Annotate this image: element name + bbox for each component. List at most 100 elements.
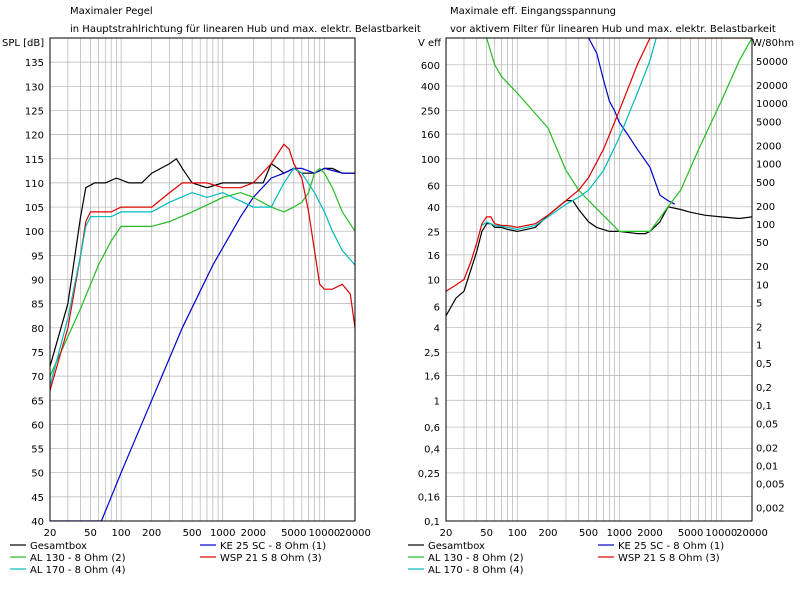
y-tick-label-right: 500	[756, 178, 775, 189]
legend-label: AL 130 - 8 Ohm (2)	[30, 553, 126, 564]
series-layer	[446, 38, 752, 317]
x-tick-label: 200	[142, 528, 161, 539]
y-tick-label: 80	[31, 324, 44, 335]
x-tick-label: 20	[44, 528, 57, 539]
y-tick-label: 120	[25, 131, 44, 142]
y-tick-label: 100	[421, 155, 440, 166]
y-tick-label: 125	[25, 106, 44, 117]
y-tick-label: 100	[25, 227, 44, 238]
legend-label: WSP 21 S 8 Ohm (3)	[220, 553, 322, 564]
legend-label: Gesamtbox	[428, 541, 485, 552]
legend-label: AL 170 - 8 Ohm (4)	[428, 565, 524, 576]
x-tick-label: 20000	[339, 528, 371, 539]
legend-label: WSP 21 S 8 Ohm (3)	[618, 553, 720, 564]
series-line	[50, 167, 355, 386]
y-tick-label: 16	[427, 251, 440, 262]
y-tick-label-right: 0,02	[756, 443, 778, 454]
y-tick-label-right: 0,002	[756, 504, 785, 515]
legend-label: AL 130 - 8 Ohm (2)	[428, 553, 524, 564]
y-tick-label-right: 0,5	[756, 359, 772, 370]
y-tick-label: 65	[31, 396, 44, 407]
x-tick-label: 20	[440, 528, 453, 539]
y-tick-label: 0,4	[424, 444, 440, 455]
y-tick-label: 2,5	[424, 348, 440, 359]
y-tick-label-right: 1	[756, 341, 762, 352]
plot-frame	[445, 37, 753, 522]
y-tick-label-right: 2	[756, 323, 762, 334]
y-tick-label-right: 0,01	[756, 461, 778, 472]
x-tick-label: 1000	[210, 528, 235, 539]
y-tick-label-right: 0,005	[756, 480, 785, 491]
y-tick-label: 105	[25, 203, 44, 214]
series-line	[50, 167, 355, 521]
legend-label: KE 25 SC - 8 Ohm (1)	[220, 541, 326, 552]
axes: 5000020000100005000200010005002001005020…	[418, 37, 788, 539]
y-tick-label-right: 50	[756, 238, 769, 249]
chart-title: Maximaler Pegel	[70, 6, 153, 17]
x-tick-label: 5000	[678, 528, 703, 539]
y-tick-label: 95	[31, 251, 44, 262]
x-tick-label: 20000	[736, 528, 768, 539]
y-axis-label: V eff	[418, 38, 442, 49]
x-tick-label: 500	[579, 528, 598, 539]
y-tick-label: 130	[25, 82, 44, 93]
y-tick-label: 1,6	[424, 372, 440, 383]
y-tick-label-right: 2000	[756, 141, 781, 152]
legend: Gesamtbox KE 25 SC - 8 Ohm (1) AL 130 - 8 …	[10, 541, 326, 576]
x-tick-label: 10000	[308, 528, 340, 539]
y-tick-label-right: 0,05	[756, 419, 778, 430]
plot-grid	[49, 38, 356, 522]
y-tick-label-right: 1000	[756, 160, 781, 171]
y-tick-label: 25	[427, 227, 440, 238]
x-tick-label: 50	[480, 528, 493, 539]
y-tick-label: 90	[31, 276, 44, 287]
y-tick-label: 135	[25, 58, 44, 69]
plot-frame	[49, 37, 356, 522]
y-tick-label: 60	[427, 182, 440, 193]
y-tick-label: 160	[421, 130, 440, 141]
y-tick-label-right: 5	[756, 299, 762, 310]
y-tick-label: 55	[31, 445, 44, 456]
y-tick-label-right: 200	[756, 202, 775, 213]
y-tick-label: 110	[25, 179, 44, 190]
series-line	[446, 38, 752, 292]
y-tick-label: 0,1	[424, 517, 440, 528]
y-tick-label: 40	[31, 517, 44, 528]
y-tick-label: 0,6	[424, 423, 440, 434]
y-tick-label: 1	[434, 396, 440, 407]
legend-label: Gesamtbox	[30, 541, 87, 552]
x-tick-label: 50	[84, 528, 97, 539]
series-line	[446, 200, 752, 317]
y-tick-label: 0,25	[418, 469, 440, 480]
y-tick-label: 4	[434, 324, 440, 335]
chart-title: Maximale eff. Eingangsspannung	[450, 6, 616, 17]
x-tick-label: 2000	[637, 528, 662, 539]
y-tick-label-right: 0,2	[756, 383, 772, 394]
y-tick-label-right: 10000	[756, 99, 788, 110]
y-tick-label: 115	[25, 155, 44, 166]
spl-chart: Maximaler Pegel in Hauptstrahlrichtung f…	[2, 6, 421, 576]
x-tick-label: 100	[508, 528, 527, 539]
y-tick-label: 0,16	[418, 492, 440, 503]
y-tick-label: 10	[427, 276, 440, 287]
y-axis-label: SPL [dB]	[2, 38, 44, 49]
series-line	[486, 38, 752, 232]
series-line	[50, 143, 355, 391]
y-tick-label-right: 100	[756, 220, 775, 231]
x-tick-label: 100	[112, 528, 131, 539]
y-tick-label-right: 20000	[756, 81, 788, 92]
x-tick-label: 500	[183, 528, 202, 539]
y-tick-label: 45	[31, 493, 44, 504]
y-tick-label: 70	[31, 372, 44, 383]
voltage-chart: Maximale eff. Eingangsspannung vor aktiv…	[408, 6, 794, 576]
y-tick-label-right: 20	[756, 262, 769, 273]
x-tick-label: 5000	[281, 528, 306, 539]
legend: Gesamtbox KE 25 SC - 8 Ohm (1) AL 130 - 8 …	[408, 541, 724, 576]
legend-label: AL 170 - 8 Ohm (4)	[30, 565, 126, 576]
x-tick-label: 2000	[241, 528, 266, 539]
chart-subtitle: in Hauptstrahlrichtung für linearen Hub …	[70, 24, 421, 35]
plot-grid	[445, 38, 753, 522]
chart-subtitle: vor aktivem Filter für linearen Hub und …	[450, 24, 776, 35]
